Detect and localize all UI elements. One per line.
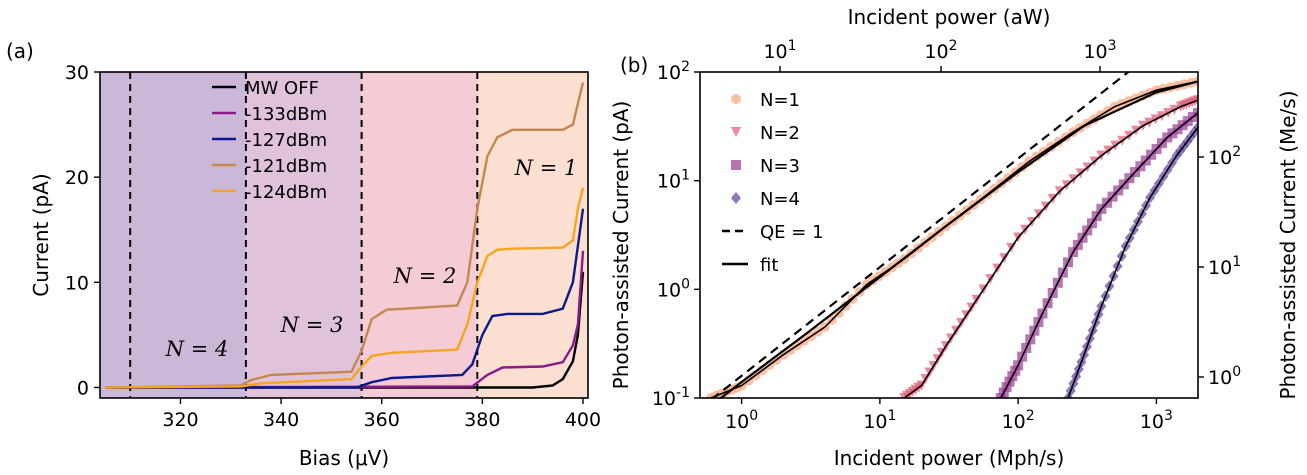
x-tick-label: 101 xyxy=(863,408,896,433)
legend-entry: -133dBm xyxy=(245,104,327,125)
legend-entry: QE = 1 xyxy=(760,222,824,243)
legend-marker xyxy=(731,192,741,204)
legend-entry: -127dBm xyxy=(245,130,327,151)
region-label: N = 2 xyxy=(393,264,457,288)
legend-entry: -124dBm xyxy=(245,182,327,203)
region-band xyxy=(245,72,362,398)
panel-b-label: (b) xyxy=(620,53,648,77)
y2-tick-label: 101 xyxy=(1208,254,1241,279)
panel-b-plot-area xyxy=(705,72,1198,398)
x2-tick-label: 103 xyxy=(1083,38,1116,63)
fit-curve xyxy=(903,99,1198,398)
plot-frame xyxy=(99,71,589,399)
legend-marker xyxy=(731,94,741,104)
x-tick-label: 400 xyxy=(565,409,601,431)
x2-axis-label: Incident power (aW) xyxy=(848,5,1051,29)
x2-tick-label: 101 xyxy=(763,38,796,63)
legend-entry: MW OFF xyxy=(245,78,319,99)
legend-marker xyxy=(731,160,741,170)
panel-a-label: (a) xyxy=(6,39,34,63)
fit-curve xyxy=(1067,126,1198,398)
fit-curve xyxy=(1000,112,1198,398)
x-axis-label: Incident power (Mph/s) xyxy=(834,446,1065,470)
y2-tick-label: 100 xyxy=(1208,364,1241,389)
y2-tick-label: 102 xyxy=(1208,144,1241,169)
x-tick-label: 360 xyxy=(364,409,400,431)
panel-b-chart: (b) 100 101 102 103 10-1 100 101 102 101 102 103 100… xyxy=(609,5,1300,470)
data-point xyxy=(1193,95,1198,106)
x-tick-label: 103 xyxy=(1140,408,1173,433)
x-tick-label: 380 xyxy=(464,409,500,431)
series-line xyxy=(104,250,585,389)
x-tick-label: 100 xyxy=(725,408,758,433)
x-tick-label: 340 xyxy=(263,409,299,431)
y-axis-label: Current (pA) xyxy=(29,173,53,296)
region-band xyxy=(100,72,246,398)
y2-axis-label: Photon-assisted Current (Me/s) xyxy=(1276,90,1300,399)
y-tick-label: 10 xyxy=(65,272,89,294)
legend-entry: fit xyxy=(760,255,778,276)
y-tick-label: 20 xyxy=(65,167,89,189)
y-tick-label: 10-1 xyxy=(652,385,690,410)
x-axis-label: Bias (μV) xyxy=(299,446,389,470)
legend-marker xyxy=(731,127,741,137)
panel-a-chart: N = 4 N = 3 N = 2 N = 1 320 340 360 380 400 0 10 20… xyxy=(29,62,601,470)
legend-entry: N=3 xyxy=(760,156,800,177)
y-tick-label: 30 xyxy=(65,62,89,84)
x-tick-label: 102 xyxy=(1002,408,1035,433)
legend-entry: N=2 xyxy=(760,123,800,144)
legend-entry: -121dBm xyxy=(245,156,327,177)
y-tick-label: 0 xyxy=(77,377,89,399)
x-tick-label: 320 xyxy=(162,409,198,431)
data-point xyxy=(1193,107,1198,118)
region-label: N = 4 xyxy=(165,337,229,361)
region-label: N = 3 xyxy=(280,313,344,337)
legend-entry: N=4 xyxy=(760,189,800,210)
y-tick-label: 101 xyxy=(657,168,690,193)
y-tick-label: 100 xyxy=(657,276,690,301)
region-label: N = 1 xyxy=(514,156,578,180)
fit-line xyxy=(719,80,1198,398)
series-line xyxy=(104,82,585,389)
y-axis-label: Photon-assisted Current (pA) xyxy=(609,101,633,390)
region-band xyxy=(361,72,478,398)
x2-tick-label: 102 xyxy=(924,38,957,63)
series-line xyxy=(104,187,585,389)
plot-frame xyxy=(699,71,1199,399)
legend-entry: N=1 xyxy=(760,90,800,111)
qe-line xyxy=(711,72,1131,398)
series-line xyxy=(105,271,585,389)
series-line xyxy=(105,208,585,389)
y-tick-label: 102 xyxy=(657,59,690,84)
